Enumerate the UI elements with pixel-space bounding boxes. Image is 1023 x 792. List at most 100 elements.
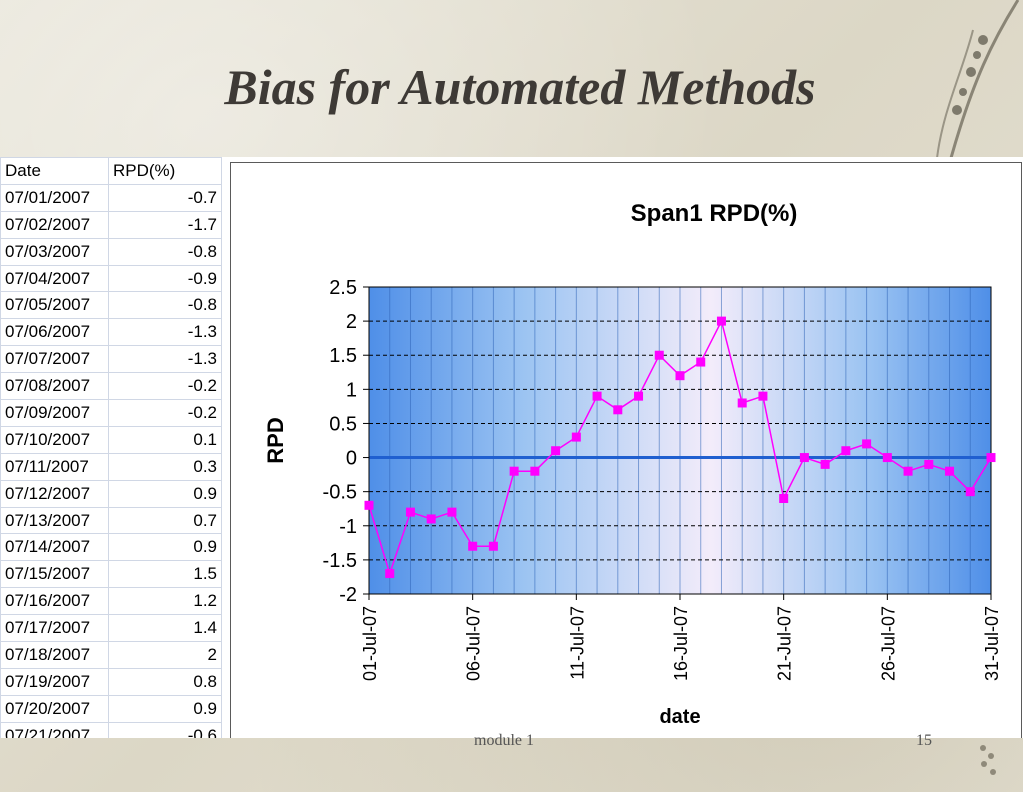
table-cell-date: 07/04/2007 [0, 264, 109, 293]
table-cell-date: 07/08/2007 [0, 372, 109, 401]
table-cell-rpd: 0.9 [108, 533, 222, 562]
data-point [530, 466, 540, 476]
branch-decoration-icon [936, 0, 1020, 159]
data-point [965, 487, 975, 497]
y-tick-label: 1 [346, 379, 357, 401]
table-cell-rpd: 2 [108, 641, 222, 669]
data-point [799, 453, 809, 463]
table-cell-rpd: 1.2 [108, 587, 222, 616]
table-cell-date: 07/06/2007 [0, 318, 109, 347]
column-header-rpd: RPD(%) [108, 157, 222, 185]
table-row: 07/06/2007 -1.3 [0, 318, 222, 347]
y-tick-label: -2 [339, 584, 357, 606]
data-point [945, 466, 955, 476]
data-point [820, 459, 830, 469]
data-point [882, 453, 892, 463]
table-cell-date: 07/16/2007 [0, 587, 109, 616]
data-table: Date RPD(%) 07/01/2007 -0.7 07/02/2007 -1.7… [0, 157, 222, 738]
table-row: 07/18/2007 2 [0, 641, 222, 669]
table-cell-date: 07/03/2007 [0, 237, 109, 266]
y-tick-label: 2 [346, 311, 357, 333]
table-cell-rpd: -0.8 [108, 237, 222, 266]
table-cell-date: 07/11/2007 [0, 452, 109, 481]
table-cell-rpd: 0.3 [108, 452, 222, 481]
table-cell-rpd: 0.1 [108, 425, 222, 454]
data-point [696, 357, 706, 367]
data-point [779, 493, 789, 503]
table-cell-rpd: -1.3 [108, 318, 222, 347]
table-cell-date: 07/01/2007 [0, 183, 109, 212]
data-point [862, 439, 872, 449]
table-cell-date: 07/10/2007 [0, 425, 109, 454]
table-row: 07/14/2007 0.9 [0, 533, 222, 562]
table-cell-rpd: 1.4 [108, 614, 222, 643]
column-header-date: Date [0, 157, 109, 185]
data-point [634, 391, 644, 401]
table-cell-date: 07/02/2007 [0, 210, 109, 239]
data-point [385, 569, 395, 579]
table-body: 07/01/2007 -0.7 07/02/2007 -1.7 07/03/2007 -0… [0, 183, 222, 738]
table-row: 07/17/2007 1.4 [0, 614, 222, 643]
data-point [426, 514, 436, 524]
table-row: 07/10/2007 0.1 [0, 425, 222, 454]
x-tick-label: 01-Jul-07 [360, 606, 380, 681]
data-point [571, 432, 581, 442]
table-cell-rpd: 0.7 [108, 506, 222, 535]
y-tick-label: 1.5 [329, 345, 357, 367]
table-cell-date: 07/17/2007 [0, 614, 109, 643]
table-cell-rpd: -0.8 [108, 291, 222, 320]
y-tick-label: 0 [346, 448, 357, 470]
data-point [903, 466, 913, 476]
data-point [716, 316, 726, 326]
table-cell-date: 07/12/2007 [0, 479, 109, 508]
data-point [654, 350, 664, 360]
y-tick-label: 2.5 [329, 277, 357, 299]
table-cell-date: 07/19/2007 [0, 667, 109, 696]
data-point [405, 507, 415, 517]
table-row: 07/16/2007 1.2 [0, 587, 222, 616]
data-point [447, 507, 457, 517]
table-cell-date: 07/07/2007 [0, 345, 109, 374]
rpd-line-chart: Span1 RPD(%) RPD date 2.5 2 1.5 1 0.5 0 -0.5 -1… [263, 200, 1002, 728]
data-point [924, 459, 934, 469]
y-tick-label: -1.5 [323, 550, 357, 572]
table-cell-rpd: -0.2 [108, 399, 222, 427]
table-cell-date: 07/14/2007 [0, 533, 109, 562]
table-cell-rpd: 0.9 [108, 479, 222, 508]
table-row: 07/11/2007 0.3 [0, 452, 222, 481]
slide-title: Bias for Automated Methods [224, 59, 816, 115]
x-tick-label: 21-Jul-07 [775, 606, 795, 681]
chart-frame: Span1 RPD(%) RPD date 2.5 2 1.5 1 0.5 0 -0.5 -1… [230, 162, 1022, 738]
dots-decoration-icon [980, 745, 996, 775]
table-cell-rpd: 0.8 [108, 667, 222, 696]
table-cell-date: 07/09/2007 [0, 399, 109, 427]
data-point [613, 405, 623, 415]
data-point [468, 541, 478, 551]
table-cell-date: 07/05/2007 [0, 291, 109, 320]
table-row: 07/01/2007 -0.7 [0, 183, 222, 212]
y-axis-label: RPD [263, 417, 288, 463]
data-point [592, 391, 602, 401]
data-point [986, 453, 996, 463]
table-cell-date: 07/13/2007 [0, 506, 109, 535]
y-tick-label: -0.5 [323, 482, 357, 504]
table-row: 07/04/2007 -0.9 [0, 264, 222, 293]
footer-page-number: 15 [916, 732, 932, 749]
table-cell-rpd: -0.2 [108, 372, 222, 401]
data-point [675, 371, 685, 381]
x-tick-label: 26-Jul-07 [878, 606, 898, 681]
y-tick-label: 0.5 [329, 413, 357, 435]
table-cell-date: 07/20/2007 [0, 694, 109, 723]
table-row: 07/15/2007 1.5 [0, 560, 222, 589]
table-row: 07/19/2007 0.8 [0, 667, 222, 696]
table-row: 07/09/2007 -0.2 [0, 399, 222, 427]
data-point [364, 500, 374, 510]
data-point [509, 466, 519, 476]
y-tick-label: -1 [339, 516, 357, 538]
table-cell-date: 07/18/2007 [0, 641, 109, 669]
table-row: 07/21/2007 -0.6 [0, 721, 222, 738]
data-point [488, 541, 498, 551]
table-row: 07/03/2007 -0.8 [0, 237, 222, 266]
data-point [551, 446, 561, 456]
table-cell-rpd: -0.6 [108, 721, 222, 738]
